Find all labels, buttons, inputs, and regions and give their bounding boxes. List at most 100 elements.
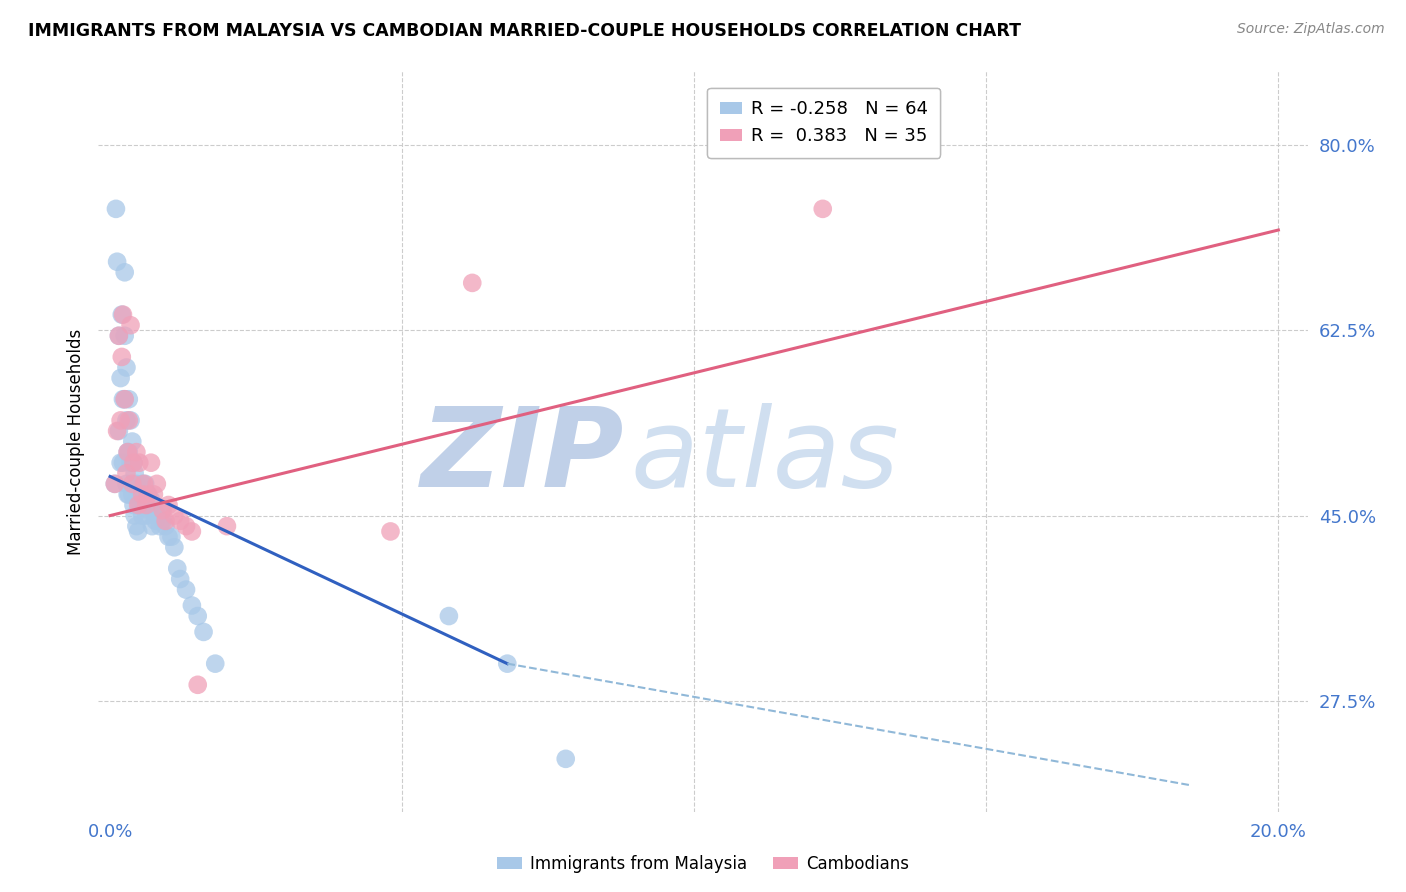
Point — [169, 572, 191, 586]
Point — [141, 519, 163, 533]
Point — [131, 508, 153, 523]
Point — [139, 492, 162, 507]
Point — [174, 519, 197, 533]
Point — [118, 392, 141, 407]
Point — [111, 308, 134, 322]
Point — [187, 609, 209, 624]
Point — [117, 487, 139, 501]
Point — [145, 514, 167, 528]
Text: IMMIGRANTS FROM MALAYSIA VS CAMBODIAN MARRIED-COUPLE HOUSEHOLDS CORRELATION CHAR: IMMIGRANTS FROM MALAYSIA VS CAMBODIAN MA… — [28, 22, 1021, 40]
Point — [110, 456, 132, 470]
Point — [124, 508, 146, 523]
Point — [157, 530, 180, 544]
Point — [380, 524, 402, 539]
Point — [105, 254, 128, 268]
Point — [461, 276, 484, 290]
Point — [120, 318, 142, 333]
Point — [554, 752, 576, 766]
Point — [142, 503, 165, 517]
Text: atlas: atlas — [630, 403, 898, 510]
Point — [136, 487, 159, 501]
Point — [120, 456, 142, 470]
Point — [180, 599, 202, 613]
Point — [111, 350, 134, 364]
Point — [115, 467, 138, 481]
Point — [104, 476, 127, 491]
Point — [169, 514, 191, 528]
Point — [811, 202, 834, 216]
Point — [110, 413, 132, 427]
Point — [193, 624, 215, 639]
Point — [115, 360, 138, 375]
Point — [204, 657, 226, 671]
Point — [135, 498, 157, 512]
Point — [125, 519, 148, 533]
Point — [150, 503, 173, 517]
Point — [121, 476, 143, 491]
Point — [127, 524, 149, 539]
Point — [146, 476, 169, 491]
Point — [139, 503, 162, 517]
Point — [163, 541, 186, 555]
Point — [115, 476, 138, 491]
Legend: Immigrants from Malaysia, Cambodians: Immigrants from Malaysia, Cambodians — [491, 848, 915, 880]
Point — [166, 561, 188, 575]
Point — [125, 476, 148, 491]
Point — [163, 508, 186, 523]
Point — [118, 413, 141, 427]
Point — [122, 456, 145, 470]
Point — [108, 424, 131, 438]
Point — [104, 202, 127, 216]
Point — [132, 498, 155, 512]
Point — [142, 487, 165, 501]
Point — [117, 445, 139, 459]
Point — [187, 678, 209, 692]
Point — [110, 371, 132, 385]
Text: Source: ZipAtlas.com: Source: ZipAtlas.com — [1237, 22, 1385, 37]
Point — [117, 445, 139, 459]
Point — [152, 503, 174, 517]
Point — [128, 456, 150, 470]
Point — [108, 328, 131, 343]
Point — [215, 519, 238, 533]
Point — [437, 609, 460, 624]
Point — [114, 392, 136, 407]
Point — [157, 498, 180, 512]
Point — [136, 487, 159, 501]
Point — [135, 508, 157, 523]
Point — [114, 328, 136, 343]
Point — [114, 265, 136, 279]
Point — [152, 514, 174, 528]
Point — [127, 498, 149, 512]
Point — [121, 434, 143, 449]
Legend: R = -0.258   N = 64, R =  0.383   N = 35: R = -0.258 N = 64, R = 0.383 N = 35 — [707, 87, 941, 158]
Point — [174, 582, 197, 597]
Point — [111, 308, 134, 322]
Point — [134, 476, 156, 491]
Point — [146, 508, 169, 523]
Point — [118, 445, 141, 459]
Point — [122, 456, 145, 470]
Point — [128, 498, 150, 512]
Point — [496, 657, 519, 671]
Point — [120, 413, 142, 427]
Point — [139, 456, 162, 470]
Point — [108, 328, 131, 343]
Point — [131, 487, 153, 501]
Point — [129, 487, 152, 501]
Point — [131, 476, 153, 491]
Point — [111, 456, 134, 470]
Point — [114, 392, 136, 407]
Point — [111, 392, 134, 407]
Point — [160, 530, 183, 544]
Point — [104, 476, 127, 491]
Point — [155, 519, 177, 533]
Y-axis label: Married-couple Households: Married-couple Households — [66, 328, 84, 555]
Point — [155, 514, 177, 528]
Point — [125, 445, 148, 459]
Point — [124, 467, 146, 481]
Point — [105, 424, 128, 438]
Point — [180, 524, 202, 539]
Point — [121, 487, 143, 501]
Text: ZIP: ZIP — [420, 403, 624, 510]
